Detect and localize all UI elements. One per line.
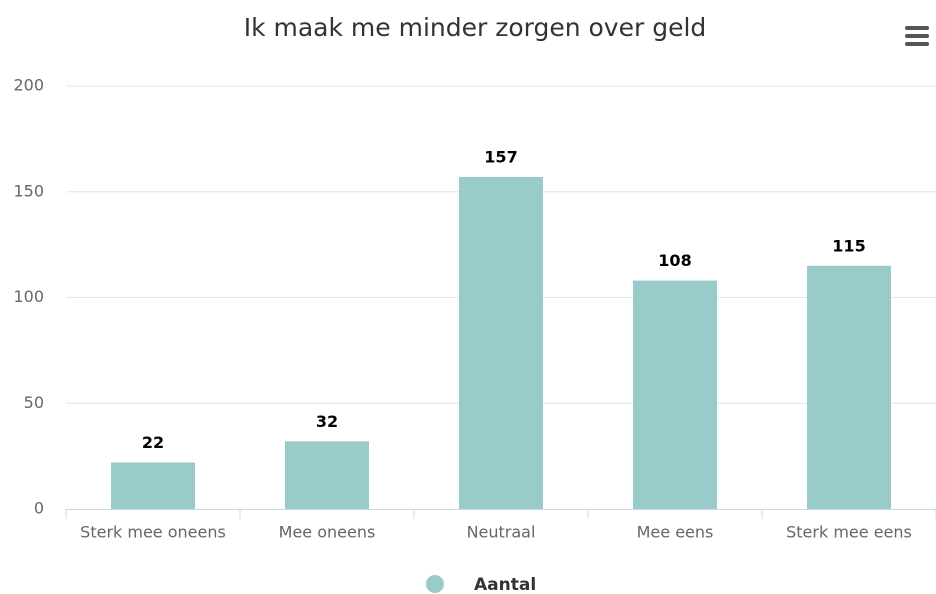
x-tick-label: Sterk mee oneens <box>80 523 226 542</box>
menu-bar[interactable] <box>905 26 929 30</box>
bar <box>633 280 717 509</box>
data-label: 108 <box>658 251 691 270</box>
menu-bar[interactable] <box>905 42 929 46</box>
bar <box>285 441 369 509</box>
bar <box>807 265 891 509</box>
x-tick-label: Sterk mee eens <box>786 523 912 542</box>
legend-symbol <box>426 575 444 593</box>
y-tick-label: 150 <box>13 181 44 200</box>
data-label: 32 <box>316 412 338 431</box>
x-tick-label: Mee eens <box>637 523 714 542</box>
x-tick-label: Mee oneens <box>279 523 376 542</box>
data-label: 115 <box>832 236 865 255</box>
y-tick-label: 50 <box>24 393 44 412</box>
x-tick-label: Neutraal <box>467 523 536 542</box>
bar <box>111 462 195 509</box>
data-label: 22 <box>142 433 164 452</box>
y-tick-label: 100 <box>13 287 44 306</box>
legend-label: Aantal <box>474 575 536 594</box>
y-tick-label: 200 <box>13 76 44 95</box>
data-label: 157 <box>484 147 517 166</box>
chart-title: Ik maak me minder zorgen over geld <box>244 13 707 42</box>
y-tick-label: 0 <box>34 499 44 518</box>
menu-bar[interactable] <box>905 34 929 38</box>
menu-icon[interactable] <box>905 26 929 46</box>
bar <box>459 176 543 509</box>
